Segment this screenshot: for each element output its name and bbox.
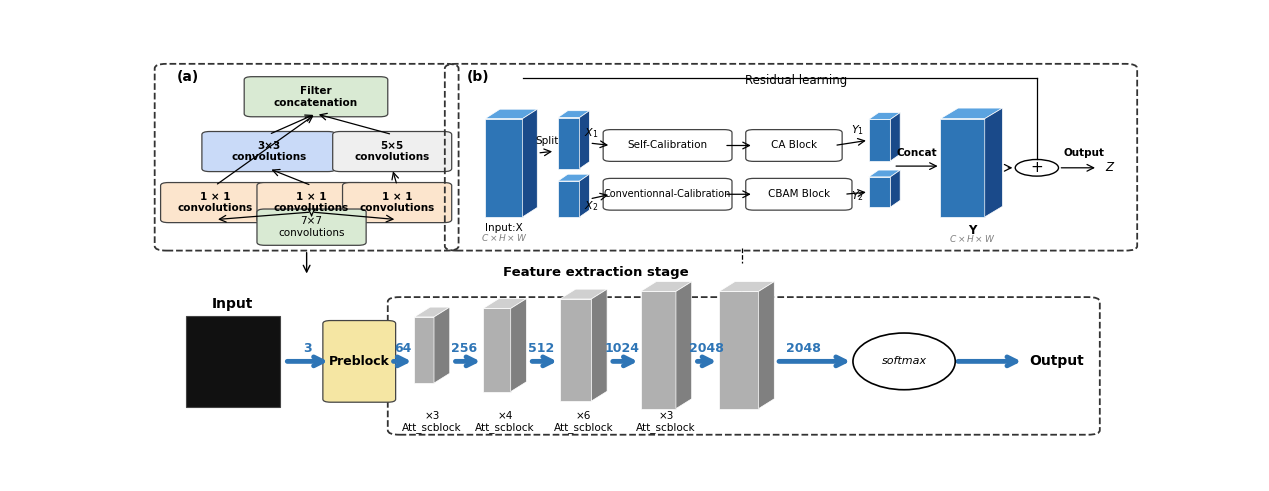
Text: Conventionnal-Calibration: Conventionnal-Calibration (604, 189, 731, 199)
Polygon shape (434, 307, 449, 383)
Text: Preblock: Preblock (329, 355, 390, 368)
FancyBboxPatch shape (332, 132, 452, 171)
Text: 1 × 1
convolutions: 1 × 1 convolutions (359, 192, 435, 214)
Polygon shape (869, 119, 891, 161)
Text: 512: 512 (528, 342, 555, 355)
Text: $C\times H\times W$: $C\times H\times W$ (481, 232, 527, 243)
Text: 3×3
convolutions: 3×3 convolutions (231, 141, 306, 163)
Text: 7×7
convolutions: 7×7 convolutions (278, 217, 345, 238)
Polygon shape (720, 292, 759, 409)
Polygon shape (869, 112, 900, 119)
Text: Residual learning: Residual learning (745, 74, 846, 87)
Polygon shape (580, 174, 589, 217)
Polygon shape (415, 307, 449, 317)
Text: Feature extraction stage: Feature extraction stage (504, 266, 689, 279)
Text: Input: Input (212, 298, 254, 311)
Text: $X_2$: $X_2$ (585, 199, 599, 213)
Text: 1 × 1
convolutions: 1 × 1 convolutions (178, 192, 253, 214)
Polygon shape (869, 170, 900, 177)
Polygon shape (641, 282, 692, 292)
Text: $X_1$: $X_1$ (585, 126, 599, 140)
Text: 5×5
convolutions: 5×5 convolutions (354, 141, 430, 163)
FancyBboxPatch shape (202, 132, 335, 171)
Text: Filter
concatenation: Filter concatenation (274, 86, 358, 108)
FancyBboxPatch shape (161, 183, 270, 222)
FancyBboxPatch shape (187, 316, 279, 407)
FancyBboxPatch shape (322, 321, 396, 402)
Text: 3: 3 (303, 342, 311, 355)
Text: Concat: Concat (897, 148, 938, 158)
Polygon shape (940, 119, 985, 217)
Polygon shape (869, 177, 891, 207)
Text: Self-Calibration: Self-Calibration (627, 140, 708, 151)
Polygon shape (560, 289, 607, 299)
Polygon shape (558, 174, 589, 181)
Text: $Y_2$: $Y_2$ (850, 190, 864, 203)
Text: 64: 64 (393, 342, 411, 355)
FancyBboxPatch shape (603, 130, 732, 162)
Text: ×4
Att_scblock: ×4 Att_scblock (475, 410, 534, 433)
FancyBboxPatch shape (343, 183, 452, 222)
Text: CA Block: CA Block (770, 140, 817, 151)
Polygon shape (591, 289, 607, 401)
Polygon shape (558, 110, 589, 117)
Polygon shape (415, 317, 434, 383)
FancyBboxPatch shape (258, 183, 367, 222)
Ellipse shape (853, 333, 956, 390)
Polygon shape (483, 299, 527, 308)
Polygon shape (891, 112, 900, 161)
FancyBboxPatch shape (258, 209, 367, 246)
Polygon shape (560, 299, 591, 401)
Polygon shape (940, 108, 1003, 119)
Text: 256: 256 (452, 342, 477, 355)
Polygon shape (558, 181, 580, 217)
Text: (a): (a) (176, 70, 198, 84)
Text: $Y_1$: $Y_1$ (850, 123, 864, 136)
Text: Y: Y (968, 224, 977, 237)
Text: ×3
Att_scblock: ×3 Att_scblock (402, 410, 462, 433)
Polygon shape (483, 308, 510, 392)
Polygon shape (558, 117, 580, 168)
Text: Z: Z (1105, 162, 1114, 174)
Text: Output: Output (1063, 148, 1104, 159)
Text: 1024: 1024 (604, 342, 640, 355)
Polygon shape (891, 170, 900, 207)
Polygon shape (523, 109, 537, 217)
FancyBboxPatch shape (603, 178, 732, 210)
Text: +: + (1030, 160, 1043, 175)
Text: Input:X: Input:X (485, 222, 523, 233)
Polygon shape (510, 299, 527, 392)
FancyBboxPatch shape (746, 178, 851, 210)
Text: 2048: 2048 (689, 342, 723, 355)
Polygon shape (485, 119, 523, 217)
FancyBboxPatch shape (746, 130, 843, 162)
Polygon shape (676, 282, 692, 409)
Polygon shape (485, 109, 537, 119)
Text: (b): (b) (467, 70, 489, 84)
Polygon shape (759, 282, 774, 409)
Polygon shape (580, 110, 589, 168)
Text: ×6
Att_scblock: ×6 Att_scblock (553, 410, 613, 433)
Polygon shape (720, 282, 774, 292)
Text: ×3
Att_scblock: ×3 Att_scblock (636, 410, 695, 433)
FancyBboxPatch shape (244, 77, 388, 117)
Text: $C\times H\times W$: $C\times H\times W$ (949, 233, 996, 244)
Text: 2048: 2048 (787, 342, 821, 355)
Text: Output: Output (1029, 355, 1084, 368)
Polygon shape (985, 108, 1003, 217)
Text: softmax: softmax (882, 356, 926, 366)
Text: CBAM Block: CBAM Block (768, 189, 830, 199)
Text: 1 × 1
convolutions: 1 × 1 convolutions (274, 192, 349, 214)
Polygon shape (641, 292, 676, 409)
Text: Split: Split (536, 136, 558, 146)
